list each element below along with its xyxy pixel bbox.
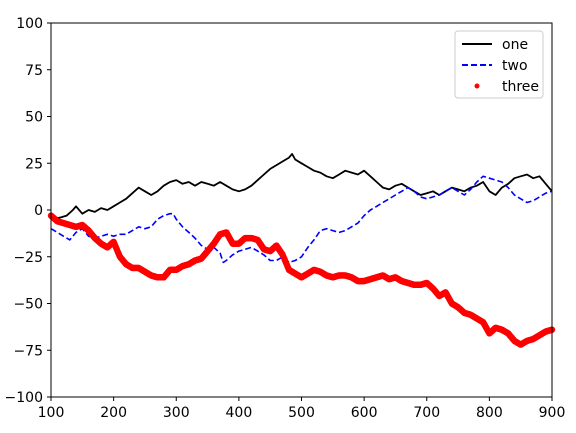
series-layer (47, 153, 556, 348)
y-tick-label: −25 (13, 250, 43, 266)
legend-swatch-three (474, 83, 480, 89)
y-axis-ticks: −100 −75 −50 −25 0 25 50 75 100 (5, 16, 51, 406)
series-two-line (50, 175, 553, 264)
legend-label-three: three (502, 79, 539, 95)
x-tick-label: 400 (226, 405, 253, 421)
y-tick-label: −75 (13, 343, 43, 359)
series-one-line (50, 153, 553, 221)
x-tick-label: 500 (288, 405, 315, 421)
x-tick-label: 100 (38, 405, 65, 421)
legend-frame (454, 30, 544, 99)
legend-label-two: two (502, 58, 528, 74)
legend: one two three (454, 30, 544, 99)
x-tick-label: 200 (100, 405, 127, 421)
x-tick-label: 300 (163, 405, 190, 421)
x-axis-ticks: 100 200 300 400 500 600 700 800 900 (38, 397, 566, 421)
y-tick-label: 50 (25, 110, 43, 126)
y-tick-label: 75 (25, 63, 43, 79)
legend-label-one: one (502, 37, 528, 53)
series-three-points (47, 212, 556, 348)
x-tick-label: 900 (539, 405, 566, 421)
y-tick-label: 0 (34, 203, 43, 219)
y-tick-label: −50 (13, 297, 43, 313)
y-tick-label: 25 (25, 156, 43, 172)
x-tick-label: 700 (413, 405, 440, 421)
y-tick-label: 100 (16, 16, 43, 32)
y-tick-label: −100 (5, 390, 43, 406)
x-tick-label: 800 (476, 405, 503, 421)
x-tick-label: 600 (351, 405, 378, 421)
